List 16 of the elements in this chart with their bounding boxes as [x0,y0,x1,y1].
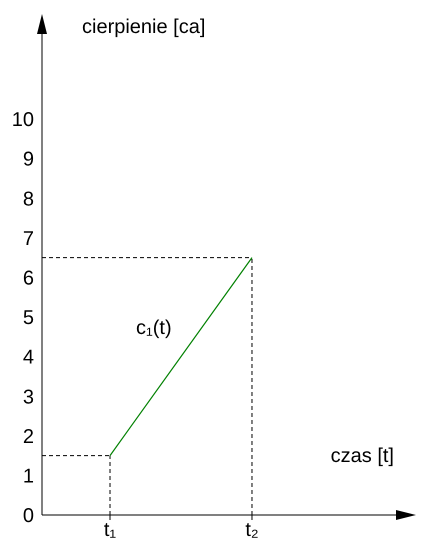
x-tick-label: t₁ [104,519,116,542]
y-tick-label: 5 [22,307,34,330]
y-tick-label: 4 [22,346,34,369]
y-tick-label: 6 [22,268,34,290]
y-tick-label: 2 [22,426,34,448]
y-tick-label: 7 [22,228,34,250]
y-tick-label: 0 [22,505,34,528]
y-tick-label: 8 [22,188,34,210]
y-tick-label: 3 [22,386,34,408]
y-tick-label: 10 [12,109,34,132]
y-tick-label: 1 [22,466,34,488]
annotation: c₁(t) [136,316,172,340]
x-axis-title: czas [t] [330,445,394,468]
x-tick-label: t₂ [245,519,259,542]
y-axis-title: cierpienie [ca] [82,16,206,39]
y-tick-label: 9 [22,148,34,171]
